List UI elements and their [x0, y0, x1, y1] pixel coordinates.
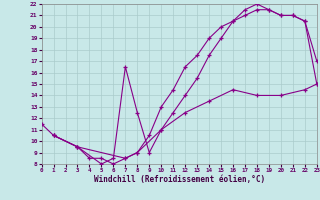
X-axis label: Windchill (Refroidissement éolien,°C): Windchill (Refroidissement éolien,°C)	[94, 175, 265, 184]
